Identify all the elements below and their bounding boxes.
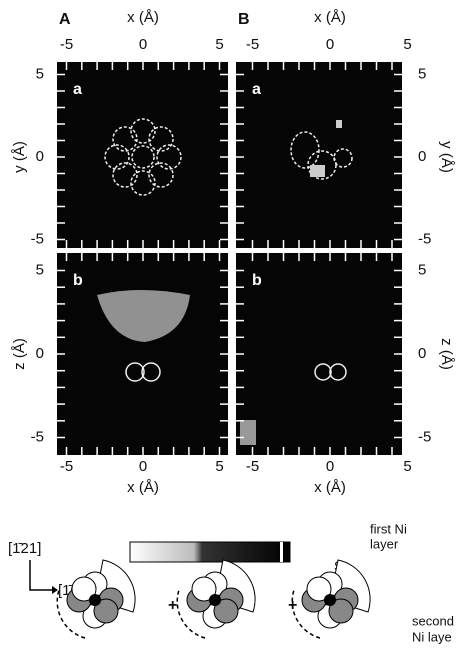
sulfur-atom xyxy=(324,594,336,606)
panel-gap xyxy=(228,62,236,455)
y-tick-label: 0 xyxy=(418,148,426,165)
direction-label: [1̄21] xyxy=(8,540,41,557)
x-tick-label: 0 xyxy=(326,458,334,475)
color-bar xyxy=(129,541,291,563)
color-bar-stripe xyxy=(280,542,283,562)
y-tick-label: -5 xyxy=(418,230,431,247)
y-tick-label: -5 xyxy=(418,428,431,445)
axis-title: y (Å) xyxy=(438,141,455,173)
image-a-xz xyxy=(57,253,228,455)
y-tick-label: 5 xyxy=(418,65,426,82)
atom xyxy=(213,598,239,624)
ring-overlay xyxy=(104,118,182,196)
axis-title: x (Å) xyxy=(127,9,159,26)
y-tick-label: 5 xyxy=(418,261,426,278)
atom xyxy=(191,576,217,602)
panel-label: A xyxy=(59,11,71,28)
x-tick-label: 5 xyxy=(215,458,223,475)
dashed-arc xyxy=(291,589,321,639)
axis-title: x (Å) xyxy=(127,479,159,496)
b-spots xyxy=(240,120,342,445)
molecule-diagram xyxy=(56,559,136,639)
x-tick-label: 5 xyxy=(403,458,411,475)
x-tick-label: -5 xyxy=(246,36,259,53)
x-tick-label: 0 xyxy=(326,36,334,53)
x-tick-label: -5 xyxy=(246,458,259,475)
image-b-xz xyxy=(236,253,402,455)
y-tick-label: 5 xyxy=(36,261,44,278)
axis-title: z (Å) xyxy=(438,338,455,370)
sulfur-atom xyxy=(209,594,221,606)
axis-title: y (Å) xyxy=(11,141,28,173)
arrow-head xyxy=(52,586,58,594)
image-b-xy xyxy=(236,62,402,248)
subpanel-label: b xyxy=(252,272,262,289)
direction-axes xyxy=(29,560,52,591)
dashed-arc xyxy=(176,589,206,639)
axis-title: x (Å) xyxy=(314,479,346,496)
axis-title: z (Å) xyxy=(11,338,28,370)
x-tick-label: 5 xyxy=(215,36,223,53)
x-tick-label: 0 xyxy=(139,36,147,53)
x-tick-label: -5 xyxy=(60,458,73,475)
axis-title: x (Å) xyxy=(314,9,346,26)
image-a-xy xyxy=(57,62,228,248)
layer-label: layer xyxy=(370,536,399,551)
y-tick-label: -5 xyxy=(31,428,44,445)
y-tick-label: 0 xyxy=(36,345,44,362)
y-tick-label: 0 xyxy=(36,148,44,165)
x-tick-label: -5 xyxy=(60,36,73,53)
sulfur-atom xyxy=(89,594,101,606)
density-region xyxy=(97,290,190,342)
y-tick-label: 5 xyxy=(36,65,44,82)
plus-sign: + xyxy=(168,597,177,614)
atom xyxy=(71,576,97,602)
dashed-arc xyxy=(56,589,86,639)
atom xyxy=(93,598,119,624)
layer-label: first Ni xyxy=(370,521,407,536)
x-tick-label: 0 xyxy=(139,458,147,475)
molecule-diagram xyxy=(176,559,256,639)
y-tick-label: 0 xyxy=(418,345,426,362)
layer-label: Ni laye xyxy=(412,629,452,644)
subpanel-label: a xyxy=(73,81,82,98)
x-tick-label: 5 xyxy=(403,36,411,53)
atom xyxy=(328,598,354,624)
y-tick-label: -5 xyxy=(31,230,44,247)
atom-circles xyxy=(125,362,347,382)
subpanel-label: b xyxy=(73,272,83,289)
subpanel-label: a xyxy=(252,81,261,98)
layer-label: second xyxy=(412,613,454,628)
panel-label: B xyxy=(238,11,250,28)
b-overlay xyxy=(290,131,353,180)
molecule-diagram xyxy=(291,559,371,639)
atom xyxy=(306,576,332,602)
